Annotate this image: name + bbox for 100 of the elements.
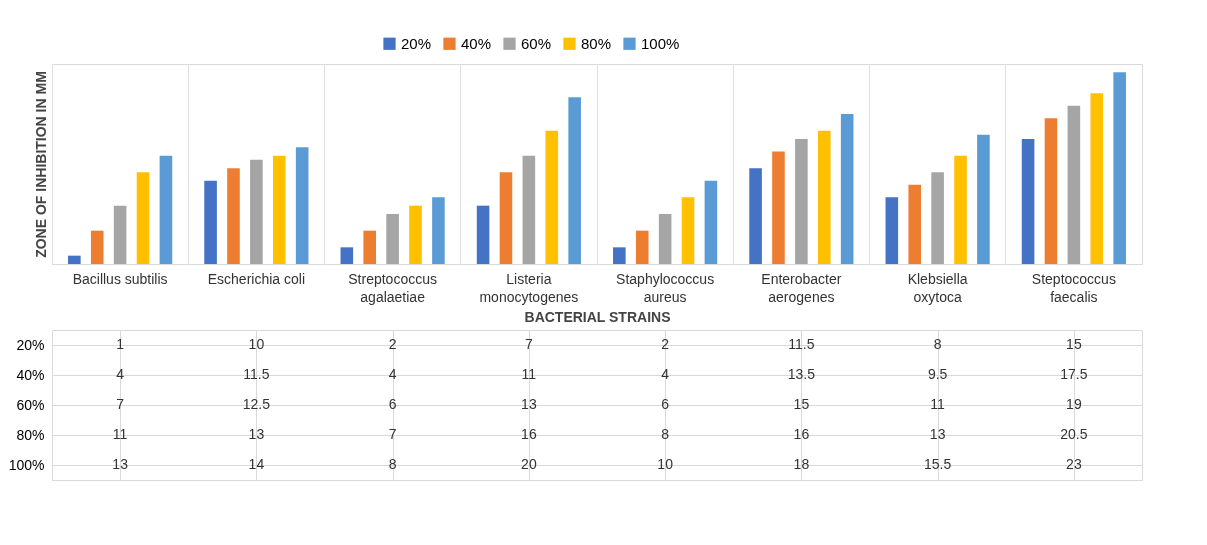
data-label: 4 [661,366,670,382]
bar [522,155,536,264]
bar [159,155,173,264]
bar [931,172,944,264]
data-label: 18 [793,456,810,472]
bar [681,197,695,264]
data-label: 11 [521,366,537,382]
bar [545,130,559,264]
bar [1067,105,1081,264]
data-label: 10 [657,456,674,472]
bar [204,180,217,264]
data-label: 17.5 [1060,366,1088,382]
x-tick-label: Streptococcus agalaetiae [348,270,437,305]
data-label: 19 [1066,396,1082,412]
bar [772,151,785,264]
data-label: 8 [933,336,942,352]
bar [340,247,354,264]
data-label: 11.5 [243,366,270,382]
x-tick-label: Staphylococcus aureus [616,270,715,305]
data-label: 7 [116,396,125,412]
data-label: 20 [521,456,537,472]
data-label: 16 [793,426,810,442]
data-label: 7 [524,336,533,352]
legend-label: 40% [461,34,492,52]
bar [386,214,399,264]
x-tick-label: Klebsiella oxytoca [907,270,968,305]
bar [1113,72,1126,264]
bar [499,172,513,264]
bar [1021,139,1035,264]
data-label: 20.5 [1060,426,1088,442]
data-label: 4 [388,366,397,382]
bar [817,130,831,264]
data-label: 6 [388,396,397,412]
legend-label: 60% [521,34,552,52]
x-tick-label: Escherichia coli [207,270,306,287]
legend-label: 100% [641,34,680,52]
bar [613,247,626,264]
data-label: 2 [661,336,670,352]
bar [295,147,309,264]
x-tick-label: Steptococcus faecalis [1031,270,1116,305]
bar [363,230,377,264]
data-label: 7 [388,426,397,442]
bar [90,230,104,264]
bar [136,172,150,264]
x-tick-label: Bacillus subtilis [72,270,168,287]
data-label: 8 [661,426,670,442]
bar [885,197,899,264]
bar [432,197,445,264]
data-label: 10 [248,336,265,352]
data-label: 1 [116,336,125,352]
data-label: 15 [1066,336,1082,352]
bar [840,114,854,264]
data-label: 9.5 [927,366,948,382]
bar [908,184,922,264]
text: 40% [16,366,45,383]
text: 20% [16,336,45,353]
bar [795,139,808,264]
legend-label: 80% [581,34,612,52]
data-label: 6 [661,396,670,412]
data-label: 11 [930,396,946,412]
y-axis-title: ZONE OF INHIBITION IN MM [32,71,49,258]
text: 100% [8,456,45,473]
data-label: 13 [521,396,537,412]
bar [704,180,718,264]
bar [476,205,490,264]
bar [1090,93,1104,264]
bar [113,205,127,264]
text: 80% [16,426,45,443]
bar [954,155,967,264]
bar [1044,118,1058,264]
data-label: 23 [1066,456,1082,472]
bar [749,168,762,264]
bar [409,205,422,264]
data-label: 2 [388,336,397,352]
data-label: 13 [929,426,946,442]
legend-label: 20% [401,34,432,52]
bar [977,134,990,264]
data-label: 16 [521,426,537,442]
data-label: 11.5 [788,336,815,352]
x-tick-label: Enterobacter aerogenes [761,270,842,305]
data-label: 4 [116,366,125,382]
data-label: 8 [388,456,397,472]
data-label: 12.5 [242,396,271,412]
bar [68,255,81,264]
x-tick-label: Listeria monocytogenes [479,270,579,305]
bar [568,97,581,264]
bar [635,230,649,264]
data-label: 15.5 [924,456,952,472]
text: 60% [16,396,45,413]
bar [250,159,263,264]
bar [227,168,240,264]
data-label: 11 [112,426,128,442]
data-label: 13.5 [787,366,816,382]
data-label: 13 [248,426,265,442]
data-label: 13 [112,456,129,472]
bar [272,155,286,264]
data-label: 14 [248,456,265,472]
x-axis-title: BACTERIAL STRAINS [524,308,671,325]
data-label: 15 [793,396,810,412]
bar [658,214,672,264]
